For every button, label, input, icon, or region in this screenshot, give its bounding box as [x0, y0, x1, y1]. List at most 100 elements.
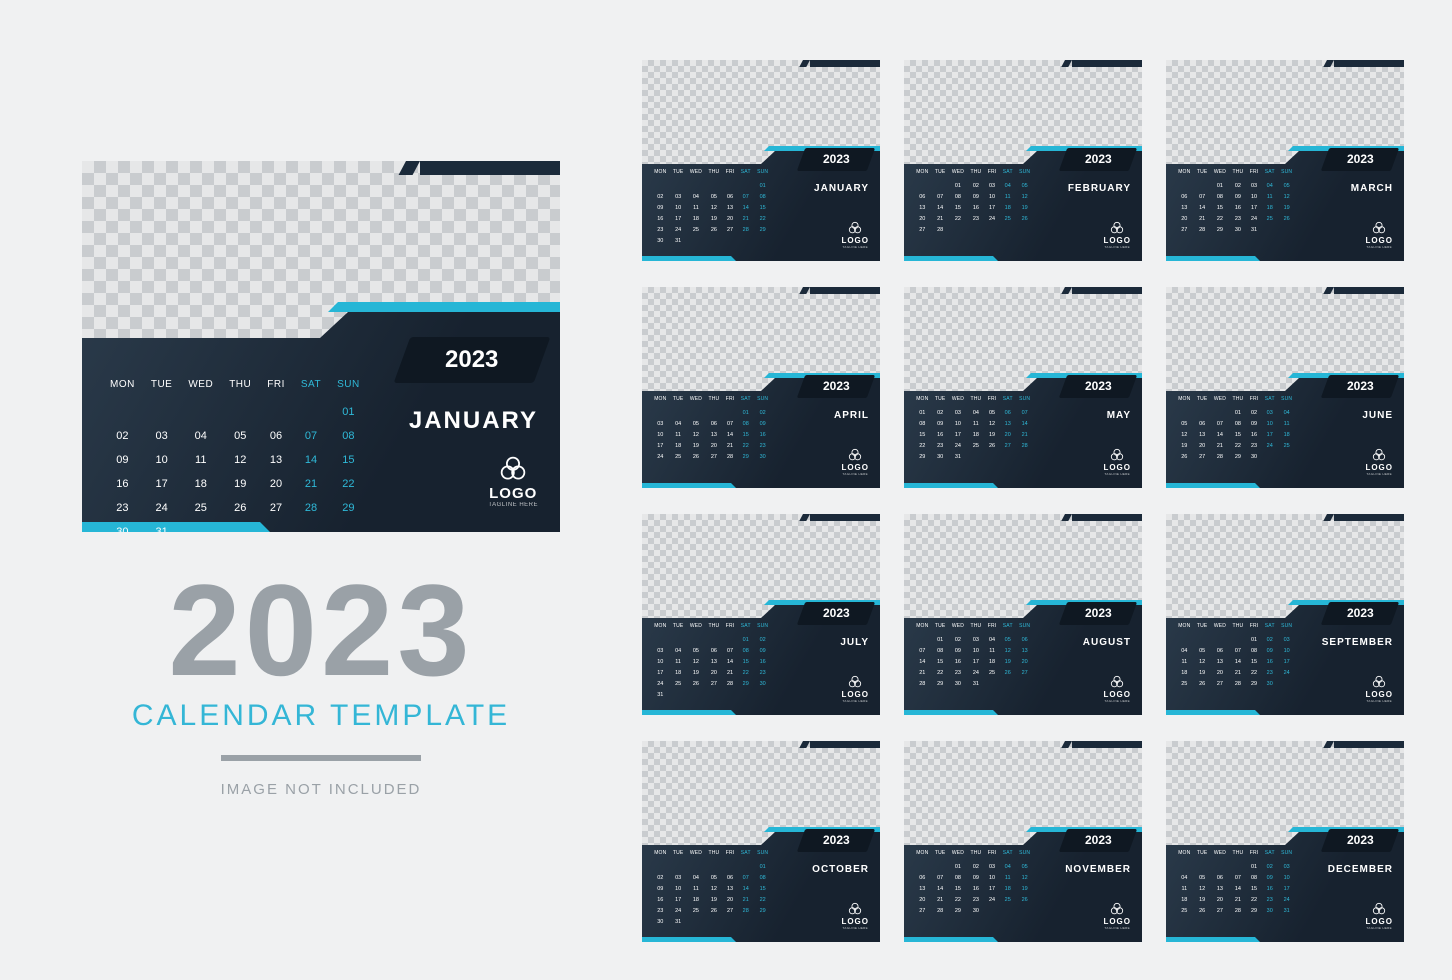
day-cell: 07 [1016, 407, 1034, 418]
day-cell: 23 [1262, 894, 1278, 905]
day-cell: 17 [985, 883, 1000, 894]
day-cell [670, 634, 687, 645]
day-cell: 02 [1229, 180, 1246, 191]
day-cell: 10 [949, 418, 968, 429]
day-cell: 12 [1016, 872, 1034, 883]
day-cell: 01 [738, 407, 754, 418]
day-cell: 06 [705, 645, 722, 656]
day-cell: 31 [967, 678, 984, 689]
day-cell: 23 [949, 667, 968, 678]
day-cell: 18 [1262, 202, 1278, 213]
day-cell [221, 520, 259, 532]
day-cell: 29 [1247, 905, 1262, 916]
day-cell: 18 [967, 429, 984, 440]
logo-tagline: TAGLINE HERE [1365, 926, 1393, 930]
logo-icon [848, 675, 862, 689]
day-cell [651, 407, 670, 418]
day-cell: 22 [754, 894, 772, 905]
accent-bottom-strip [1166, 710, 1260, 715]
day-cell: 10 [670, 202, 687, 213]
weekday-header: THU [705, 850, 722, 861]
calendar-grid: MONTUEWEDTHUFRISATSUN0102030405060708091… [1175, 396, 1295, 462]
day-cell: 26 [705, 905, 722, 916]
day-cell [1000, 905, 1016, 916]
day-cell: 09 [967, 872, 984, 883]
day-cell [1175, 634, 1194, 645]
weekday-header: WED [687, 623, 706, 634]
day-cell: 01 [754, 861, 772, 872]
weekday-header: WED [687, 396, 706, 407]
day-cell: 04 [1000, 861, 1016, 872]
day-cell: 26 [1194, 905, 1211, 916]
day-cell: 20 [723, 894, 738, 905]
day-cell: 07 [738, 872, 754, 883]
day-cell: 03 [967, 634, 984, 645]
day-cell: 03 [985, 861, 1000, 872]
day-cell: 31 [651, 689, 670, 700]
day-cell: 11 [687, 202, 706, 213]
day-cell: 01 [949, 861, 968, 872]
title-subtitle: CALENDAR TEMPLATE [82, 699, 560, 733]
day-cell: 09 [102, 448, 143, 472]
calendar-template-page: 2023 JANUARY MONTUEWEDTHUFRISATSUN010203… [0, 0, 1452, 980]
day-cell: 22 [1211, 213, 1230, 224]
day-cell: 24 [1247, 213, 1262, 224]
day-cell: 25 [670, 451, 687, 462]
day-cell: 20 [705, 667, 722, 678]
logo-block: LOGO TAGLINE HERE [841, 448, 869, 476]
day-cell [985, 451, 1000, 462]
weekday-header: MON [102, 379, 143, 400]
day-cell: 15 [754, 202, 772, 213]
top-dark-tab [1072, 741, 1142, 748]
weekday-header: SAT [738, 169, 754, 180]
day-cell: 13 [1175, 202, 1194, 213]
calendar-grid: MONTUEWEDTHUFRISATSUN0102030405060708091… [651, 850, 771, 927]
day-cell: 13 [913, 202, 932, 213]
logo-tagline: TAGLINE HERE [1103, 926, 1131, 930]
day-cell: 24 [967, 667, 984, 678]
day-cell [1016, 451, 1034, 462]
day-cell: 29 [1247, 678, 1262, 689]
day-cell: 09 [949, 645, 968, 656]
logo-tagline: TAGLINE HERE [1365, 699, 1393, 703]
logo-text: LOGO [1103, 690, 1131, 699]
day-cell: 17 [1278, 883, 1296, 894]
day-cell: 27 [259, 496, 293, 520]
accent-bottom-strip [1166, 937, 1260, 942]
logo-tagline: TAGLINE HERE [488, 502, 538, 508]
weekday-header: SAT [738, 396, 754, 407]
logo-tagline: TAGLINE HERE [1103, 245, 1131, 249]
day-cell [985, 905, 1000, 916]
day-cell: 09 [1262, 645, 1278, 656]
day-cell: 14 [1211, 429, 1230, 440]
day-cell: 16 [1229, 202, 1246, 213]
day-cell: 11 [687, 883, 706, 894]
day-cell: 21 [1229, 894, 1246, 905]
weekday-header: SUN [754, 850, 772, 861]
year-badge: 2023 [797, 602, 875, 625]
day-cell: 16 [967, 202, 984, 213]
logo-block: LOGO TAGLINE HERE [1103, 221, 1131, 249]
day-cell: 25 [1000, 213, 1016, 224]
weekday-header: SAT [1262, 623, 1278, 634]
day-cell: 20 [1175, 213, 1194, 224]
day-cell: 21 [1194, 213, 1211, 224]
day-cell: 18 [670, 667, 687, 678]
year-badge: 2023 [394, 337, 551, 383]
day-cell: 30 [932, 451, 949, 462]
month-name: APRIL [759, 410, 869, 421]
day-cell: 13 [913, 883, 932, 894]
day-cell [180, 400, 221, 424]
day-cell: 29 [913, 451, 932, 462]
day-cell: 29 [738, 451, 754, 462]
weekday-header: SAT [1262, 396, 1278, 407]
day-cell: 28 [1211, 451, 1230, 462]
day-cell: 27 [1000, 440, 1016, 451]
month-name: OCTOBER [759, 864, 869, 875]
logo-icon [1372, 448, 1386, 462]
day-cell: 13 [1211, 656, 1230, 667]
day-cell [967, 451, 984, 462]
day-cell [967, 224, 984, 235]
day-cell [705, 235, 722, 246]
weekday-header: MON [913, 850, 932, 861]
